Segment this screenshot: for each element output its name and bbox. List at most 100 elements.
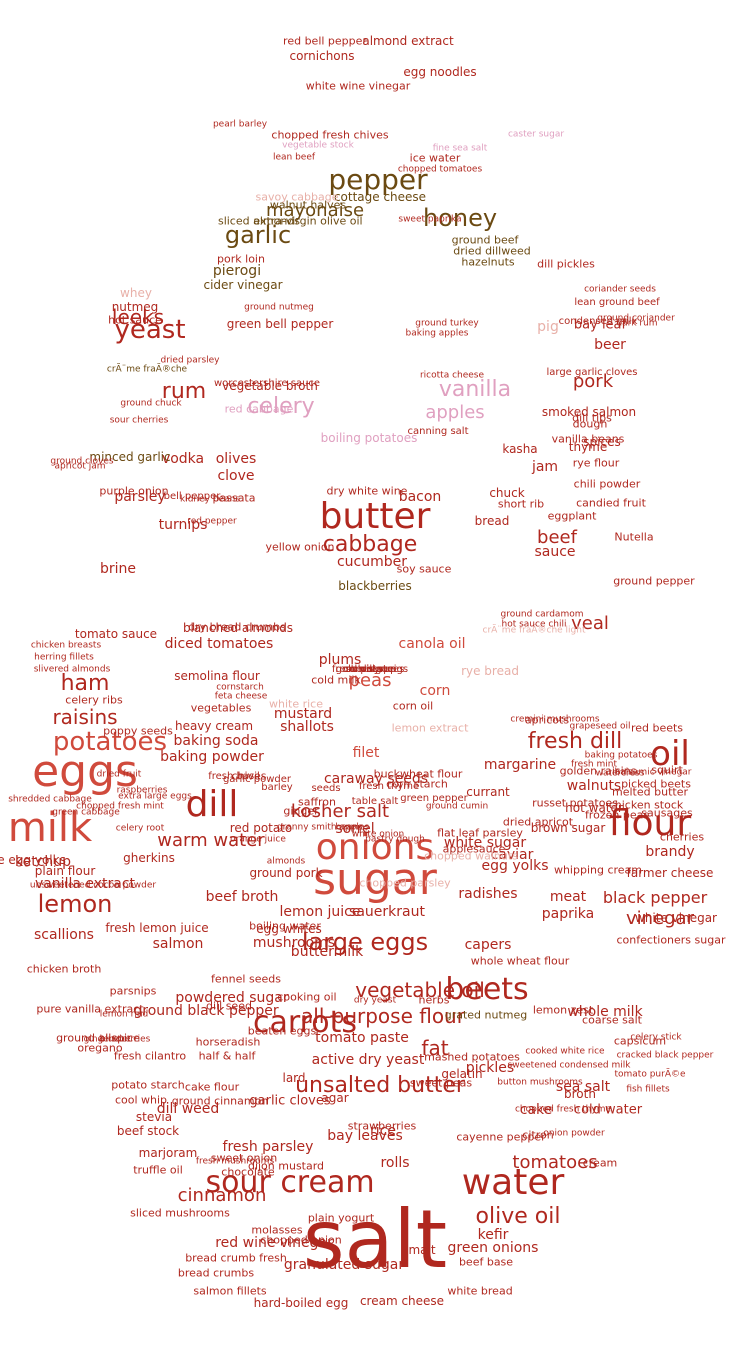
word-283: bell pepper bbox=[163, 491, 221, 502]
word-191: russet potatoes bbox=[532, 796, 618, 810]
word-106: red wine vinegar bbox=[215, 1235, 333, 1251]
word-132: coarse salt bbox=[582, 1013, 642, 1027]
word-135: smoked salmon bbox=[541, 405, 637, 419]
word-151: cornichons bbox=[289, 49, 355, 63]
word-290: baking apples bbox=[405, 328, 469, 339]
word-113: buttermilk bbox=[290, 944, 364, 960]
word-247: sausages bbox=[641, 806, 693, 820]
word-246: cherries bbox=[659, 830, 705, 844]
word-51: clove bbox=[217, 468, 255, 484]
word-177: parsnips bbox=[109, 984, 157, 998]
word-162: blanched almonds bbox=[182, 621, 294, 635]
word-194: confectioners sugar bbox=[616, 933, 726, 947]
word-109: tomato paste bbox=[315, 1030, 409, 1046]
word-293: caster sugar bbox=[507, 129, 565, 140]
word-86: radishes bbox=[458, 886, 518, 902]
word-30: rum bbox=[161, 379, 207, 404]
word-311: crÃ¨me fraÃ®che light bbox=[482, 625, 586, 636]
word-279: granny smith apples bbox=[276, 822, 370, 833]
word-217: potato starch bbox=[111, 1078, 185, 1092]
word-198: buckwheat flour bbox=[373, 767, 463, 781]
word-145: boiling potatoes bbox=[320, 431, 418, 445]
word-250: frozen peas bbox=[584, 808, 650, 822]
word-112: ground black pepper bbox=[133, 1003, 279, 1019]
word-179: half & half bbox=[198, 1049, 256, 1063]
word-152: egg noodles bbox=[403, 65, 477, 79]
word-128: stevia bbox=[135, 1110, 173, 1124]
word-288: ground nutmeg bbox=[244, 302, 314, 313]
word-28: vegetable oil bbox=[355, 978, 485, 1002]
word-148: purple onion bbox=[99, 484, 169, 498]
word-327: button mushrooms bbox=[497, 1077, 583, 1088]
word-237: grated nutmeg bbox=[444, 1008, 528, 1022]
word-263: lemon rind bbox=[99, 1009, 149, 1020]
word-48: capers bbox=[464, 937, 512, 953]
word-129: beef stock bbox=[116, 1124, 180, 1138]
word-23: unsalted butter bbox=[295, 1073, 465, 1098]
word-305: celery stick bbox=[630, 1032, 682, 1043]
word-321: fresh mushrooms bbox=[195, 1156, 275, 1167]
word-301: fresh mint bbox=[571, 759, 617, 770]
word-213: sliced mushrooms bbox=[130, 1206, 230, 1220]
word-227: chili powder bbox=[573, 477, 641, 491]
word-336: cheese bbox=[352, 664, 388, 675]
word-168: lemon extract bbox=[391, 721, 469, 735]
word-10: sour cream bbox=[205, 1165, 375, 1200]
word-108: active dry yeast bbox=[311, 1052, 425, 1068]
word-255: apricots bbox=[524, 713, 570, 727]
word-183: gelatin bbox=[441, 1067, 483, 1081]
word-306: cracked black pepper bbox=[616, 1050, 714, 1061]
word-199: corn starch bbox=[386, 777, 448, 791]
word-299: sour cherries bbox=[109, 415, 169, 426]
word-240: flat leaf parsley bbox=[437, 826, 523, 840]
word-14: yeast bbox=[114, 315, 186, 345]
word-310: ground cardamom bbox=[500, 609, 584, 620]
word-35: tomatoes bbox=[512, 1152, 598, 1173]
word-17: large eggs bbox=[301, 928, 429, 956]
word-16: lemon bbox=[37, 890, 113, 918]
word-75: filet bbox=[352, 745, 380, 761]
word-111: powdered sugar bbox=[175, 990, 289, 1006]
word-193: white vinegar bbox=[635, 911, 717, 925]
word-140: whey bbox=[120, 286, 152, 300]
word-308: fish fillets bbox=[626, 1084, 670, 1095]
word-202: dijon mustard bbox=[247, 1159, 325, 1173]
word-280: beans bbox=[335, 822, 363, 833]
word-43: peas bbox=[348, 670, 392, 691]
word-122: garlic cloves bbox=[249, 1093, 331, 1109]
word-141: nutmeg bbox=[111, 300, 159, 314]
word-154: ice water bbox=[409, 151, 461, 165]
word-302: baking potatoes bbox=[584, 750, 658, 761]
word-99: rice bbox=[370, 1123, 396, 1139]
word-39: black pepper bbox=[602, 888, 708, 907]
word-329: dark rum bbox=[616, 318, 658, 329]
word-282: kidney beans bbox=[179, 494, 241, 505]
word-160: soy sauce bbox=[396, 562, 452, 576]
word-136: dill tips bbox=[572, 411, 612, 425]
word-322: cremini mushrooms bbox=[510, 714, 600, 725]
word-229: passata bbox=[212, 491, 256, 505]
word-25: cabbage bbox=[322, 532, 418, 557]
word-73: canola oil bbox=[398, 636, 466, 652]
word-97: cold water bbox=[573, 1102, 643, 1118]
word-215: oregano bbox=[77, 1041, 123, 1055]
word-251: citron bbox=[522, 1128, 554, 1142]
word-0: salt bbox=[302, 1193, 448, 1286]
word-223: eggplant bbox=[547, 509, 597, 523]
word-219: truffle oil bbox=[133, 1163, 183, 1177]
word-334: fresh dill sprigs bbox=[331, 664, 409, 675]
word-239: cooking oil bbox=[277, 990, 337, 1004]
word-272: fresh basil bbox=[208, 771, 260, 782]
word-167: corn oil bbox=[392, 699, 434, 713]
word-207: plain yogurt bbox=[307, 1211, 375, 1225]
word-185: red beets bbox=[630, 721, 684, 735]
word-90: meat bbox=[549, 889, 587, 905]
word-295: lean beef bbox=[272, 152, 316, 163]
word-161: rye bread bbox=[461, 664, 519, 678]
word-242: chopped walnuts bbox=[424, 849, 518, 863]
word-275: table salt bbox=[351, 796, 399, 807]
word-53: turnips bbox=[158, 517, 208, 533]
word-66: ground beef bbox=[451, 233, 519, 247]
word-50: olives bbox=[215, 451, 257, 467]
word-296: sweet paprika bbox=[398, 214, 462, 225]
